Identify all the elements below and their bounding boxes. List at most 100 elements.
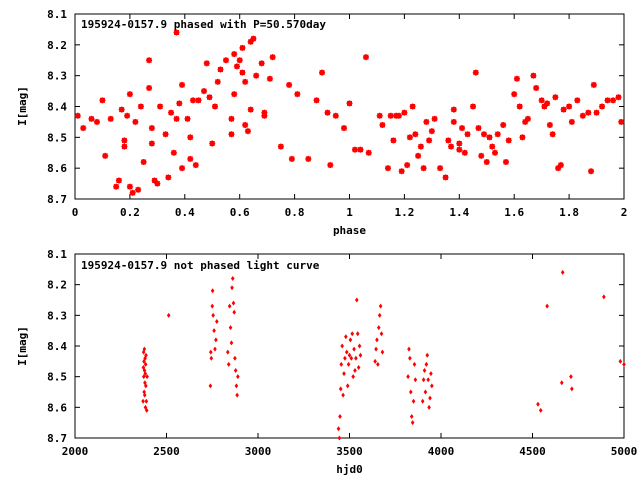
- data-point: [544, 100, 551, 107]
- data-point: [390, 137, 397, 144]
- data-point: [244, 128, 251, 135]
- data-point: [524, 115, 531, 122]
- data-point: [142, 346, 147, 352]
- data-point: [376, 361, 380, 367]
- data-point: [590, 81, 597, 88]
- data-point: [313, 97, 320, 104]
- data-point: [228, 325, 233, 331]
- data-point: [357, 146, 364, 153]
- data-point: [546, 122, 553, 128]
- data-point: [352, 346, 356, 352]
- data-point: [615, 94, 622, 101]
- axis-ticks: 0 0.2 0.4 0.6 0.8 1 1.2 1.4 1.6 1.8 2 8.1 8.2 8.3 8.4 8…: [47, 8, 627, 219]
- data-point: [407, 346, 411, 352]
- data-point: [211, 312, 215, 318]
- data-point: [560, 269, 565, 275]
- data-point: [585, 109, 592, 116]
- data-point: [472, 69, 479, 76]
- data-point: [157, 103, 164, 110]
- data-point: [358, 352, 363, 358]
- data-point: [142, 392, 147, 398]
- data-point: [146, 85, 153, 91]
- x-tick-label: 3500: [336, 445, 363, 458]
- data-point: [184, 115, 191, 122]
- data-point: [143, 355, 147, 361]
- data-point: [409, 103, 416, 110]
- data-point: [124, 112, 131, 119]
- data-point: [170, 149, 177, 156]
- data-point: [483, 159, 490, 165]
- data-point: [555, 165, 562, 172]
- data-point: [144, 352, 148, 358]
- data-point: [429, 371, 433, 377]
- data-point: [380, 349, 385, 355]
- y-tick-label: 8.3: [47, 309, 67, 322]
- data-point: [347, 352, 352, 358]
- data-point: [247, 106, 254, 113]
- data-point: [346, 100, 353, 107]
- data-point: [288, 155, 295, 162]
- data-point: [412, 361, 417, 367]
- data-point: [143, 404, 148, 410]
- data-point: [233, 63, 240, 70]
- data-point: [135, 186, 142, 193]
- data-point: [242, 78, 249, 85]
- data-point: [165, 174, 172, 181]
- data-point: [409, 414, 414, 420]
- data-point: [228, 115, 235, 122]
- data-point: [430, 383, 434, 389]
- data-point: [395, 112, 402, 119]
- data-point: [190, 97, 197, 104]
- data-point: [343, 355, 347, 361]
- data-point: [362, 54, 369, 61]
- data-point: [201, 88, 208, 95]
- y-tick-label: 8.7: [47, 432, 67, 445]
- x-tick-label: 3000: [245, 445, 272, 458]
- data-point: [379, 122, 386, 128]
- data-point: [375, 337, 379, 343]
- data-point: [413, 377, 418, 383]
- data-point: [398, 168, 405, 175]
- x-tick-label: 0: [72, 206, 79, 219]
- data-point: [187, 155, 194, 162]
- y-tick-label: 8.5: [47, 131, 67, 144]
- x-axis-label: hjd0: [336, 463, 363, 476]
- data-point: [557, 162, 564, 169]
- data-point: [350, 331, 355, 337]
- data-point: [459, 125, 466, 132]
- data-point: [376, 112, 383, 119]
- data-point: [80, 125, 87, 132]
- data-point: [137, 103, 144, 110]
- data-point: [141, 398, 145, 404]
- data-point: [212, 328, 216, 334]
- data-point: [420, 398, 425, 404]
- x-tick-label: 5000: [611, 445, 638, 458]
- data-point: [332, 112, 339, 119]
- data-point: [538, 97, 545, 104]
- data-point: [88, 115, 95, 122]
- data-point: [533, 85, 540, 91]
- y-tick-label: 8.5: [47, 371, 67, 384]
- data-point: [356, 364, 361, 370]
- data-point: [230, 285, 234, 291]
- data-point: [176, 100, 183, 107]
- x-tick-label: 2: [621, 206, 628, 219]
- data-point: [355, 297, 359, 303]
- data-point: [420, 165, 427, 172]
- data-point: [93, 118, 100, 125]
- data-point: [618, 358, 623, 364]
- data-point: [470, 103, 477, 110]
- data-point: [209, 140, 216, 147]
- data-point: [286, 81, 293, 88]
- data-point: [431, 115, 438, 122]
- data-point: [154, 180, 161, 187]
- data-point: [115, 177, 122, 184]
- data-point: [126, 183, 133, 190]
- data-point: [437, 165, 444, 172]
- data-point: [445, 137, 452, 144]
- data-point: [425, 352, 430, 358]
- data-point: [559, 380, 564, 386]
- data-point: [376, 325, 381, 331]
- data-point: [142, 374, 146, 380]
- data-point: [339, 361, 344, 367]
